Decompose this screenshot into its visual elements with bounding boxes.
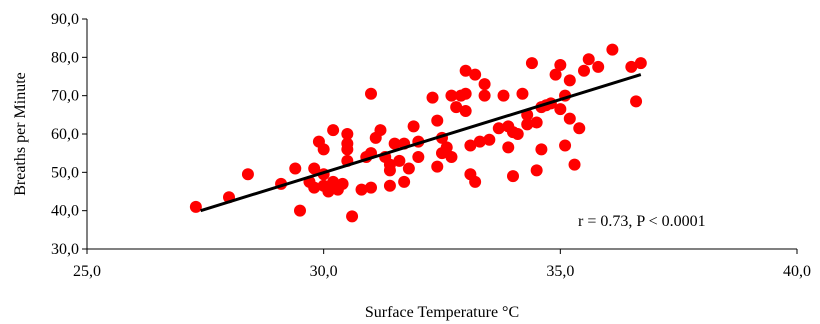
data-point [308, 181, 321, 194]
axes [82, 18, 798, 254]
data-point [322, 185, 335, 198]
data-point [549, 68, 562, 81]
trendline-group [200, 73, 642, 213]
data-point [327, 124, 340, 137]
data-point [483, 133, 496, 146]
data-point [507, 170, 519, 183]
data-point [464, 139, 477, 152]
trendline [200, 73, 642, 213]
x-tick-label: 35,0 [546, 263, 574, 280]
correlation-annotation: r = 0.73, P < 0.0001 [578, 213, 706, 230]
data-point [459, 87, 472, 100]
x-tick-label: 40,0 [783, 263, 811, 280]
data-point [445, 151, 458, 163]
y-tick-label: 30,0 [51, 241, 79, 258]
data-point [431, 160, 444, 173]
data-point [511, 128, 524, 140]
data-point [530, 116, 543, 129]
data-point [308, 162, 321, 175]
data-point [398, 175, 411, 188]
y-tick-label: 90,0 [51, 11, 79, 28]
data-point [554, 59, 567, 71]
data-point [568, 158, 581, 171]
x-tick-label: 30,0 [310, 263, 338, 280]
data-point [492, 122, 505, 135]
data-point [497, 89, 510, 102]
data-point [450, 101, 463, 114]
data-point [341, 128, 354, 140]
data-point [478, 89, 491, 102]
data-point [431, 114, 444, 127]
data-point [473, 135, 486, 148]
data-point [516, 87, 529, 100]
data-point [341, 137, 354, 150]
y-tick-label: 60,0 [51, 126, 79, 143]
y-axis-label: Breaths per Minute [12, 72, 29, 196]
y-tick-label: 80,0 [51, 49, 79, 66]
x-axis-label: Surface Temperature °C [365, 304, 519, 321]
data-points [189, 43, 647, 223]
data-point [459, 105, 472, 117]
data-point [592, 60, 605, 73]
tick-labels: 30,0 40,0 50,0 60,0 70,0 80,0 90,0 25,0 30,0 35,0… [51, 11, 811, 280]
data-point [317, 143, 330, 156]
data-point [294, 204, 306, 217]
data-point [469, 68, 482, 81]
data-point [374, 124, 387, 137]
data-point [459, 64, 472, 77]
data-point [383, 179, 396, 192]
data-point [634, 57, 647, 70]
data-point [606, 43, 619, 56]
data-point [535, 143, 548, 156]
data-point [554, 103, 567, 116]
data-point [383, 158, 396, 171]
data-point [365, 87, 377, 100]
data-point [630, 95, 643, 108]
data-point [469, 175, 482, 188]
data-point [582, 53, 595, 66]
data-point [365, 181, 377, 194]
y-tick-label: 70,0 [51, 88, 79, 105]
data-point [393, 154, 406, 167]
data-point [525, 57, 538, 70]
data-point [502, 141, 515, 154]
data-point [388, 137, 401, 150]
data-point [241, 168, 254, 181]
data-point [336, 177, 349, 190]
data-point [559, 139, 572, 152]
data-point [355, 183, 368, 196]
data-point [440, 141, 453, 154]
data-point [289, 162, 302, 175]
data-point [402, 162, 415, 175]
data-point [521, 118, 534, 131]
data-point [189, 200, 202, 213]
y-tick-label: 50,0 [51, 164, 79, 181]
data-point [573, 122, 586, 135]
data-point [407, 120, 420, 133]
data-point [563, 74, 576, 87]
data-point [445, 89, 458, 102]
x-tick-label: 25,0 [73, 263, 101, 280]
data-point [426, 91, 439, 104]
data-point [478, 78, 491, 91]
data-point [625, 60, 638, 73]
data-point [530, 164, 543, 177]
data-point [412, 151, 425, 163]
data-point [578, 64, 590, 77]
data-point [346, 210, 359, 223]
data-point [563, 112, 576, 125]
y-tick-label: 40,0 [51, 203, 79, 220]
